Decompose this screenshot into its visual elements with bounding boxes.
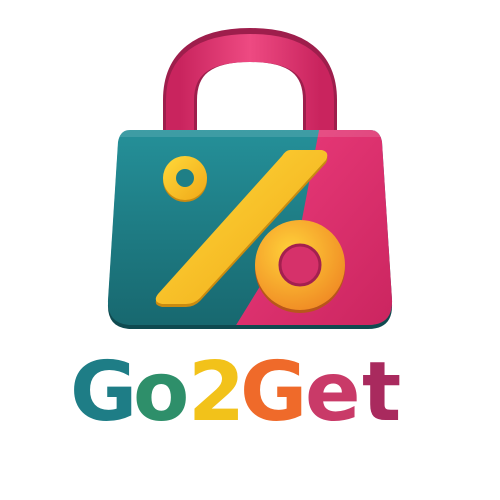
wordmark-letter-t: t: [362, 345, 401, 440]
brand-name: Go2Get: [248, 493, 252, 496]
bag-handle: [163, 27, 337, 152]
wordmark-letter-g2: G: [240, 345, 307, 440]
brand-wordmark: G o 2 G e t: [70, 345, 401, 440]
wordmark-digit-2: 2: [188, 345, 245, 440]
wordmark-letter-e: e: [305, 345, 361, 440]
wordmark-letter-g: G: [70, 345, 137, 440]
percent-icon: [155, 150, 345, 313]
wordmark-letter-o: o: [133, 345, 189, 440]
